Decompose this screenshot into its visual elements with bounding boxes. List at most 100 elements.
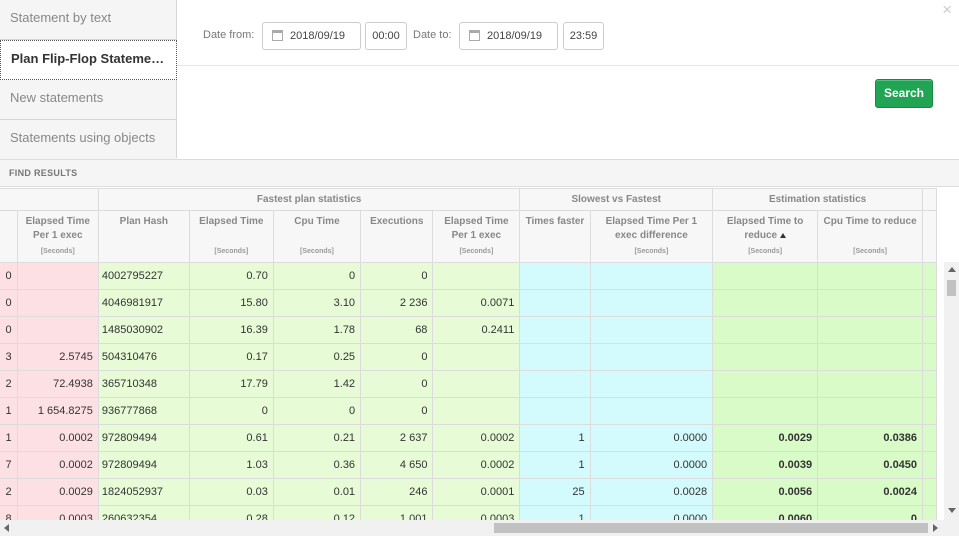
column-elapsed-per-exec-slow-cell [16,262,99,290]
column-elapsed-per-exec-fast-cell: 0.0002 [432,451,521,479]
column-elapsed-time-header[interactable]: Elapsed Time [Seconds] [188,210,274,263]
table-row[interactable]: 0 4046981917 15.80 3.10 2 236 0.0071 [0,289,937,317]
overflow-cell [922,478,937,506]
table-row[interactable]: 0 4002795227 0.70 0 0 [0,262,937,290]
date-from-label: Date from: [203,29,255,41]
table-row[interactable]: 8 0.0003 260632354 0.28 0.12 1 001 0.0003 1 0.00… [0,505,937,520]
column-plan-hash-header[interactable]: Plan Hash [97,210,190,263]
group-header-overflow [922,188,937,211]
scroll-up-icon[interactable] [948,267,956,272]
column-executions-cell: 0 [360,397,434,425]
column-elapsed-per-exec-fast-cell: 0.0003 [432,505,521,520]
column-header-label: Plan Hash [119,216,169,227]
column-elapsed-per-exec-difference-cell [589,262,714,290]
column-executions-header[interactable]: Executions [360,210,434,263]
column-plan-hash-cell: 936777868 [97,397,190,425]
close-icon[interactable]: × [942,0,952,19]
table-row[interactable]: 3 2.5745 504310476 0.17 0.25 0 [0,343,937,371]
column-plan-hash-cell: 4046981917 [97,289,190,317]
table-row[interactable]: 2 0.0029 1824052937 0.03 0.01 246 0.0001 25 0.00… [0,478,937,506]
column-elapsed-per-exec-slow-header[interactable]: Elapsed Time Per 1 exec [Seconds] [16,210,99,263]
column-unit-label: [Seconds] [40,248,75,255]
sort-ascending-icon[interactable] [779,232,786,238]
menu-item-new-statements[interactable]: New statements [0,80,176,120]
date-to-field[interactable]: 2018/09/19 [459,22,558,50]
column-plan-hash-cell: 504310476 [97,343,190,371]
column-elapsed-time-to-reduce-cell [712,316,819,344]
form-divider [177,65,959,66]
overflow-cell [922,343,937,371]
scroll-down-icon[interactable] [948,508,956,513]
vertical-scrollbar[interactable] [944,262,959,520]
column-elapsed-time-to-reduce-cell [712,397,819,425]
date-to-label: Date to: [413,29,452,41]
column-executions-cell: 4 650 [360,451,434,479]
column-executions-cell: 1 001 [360,505,434,520]
date-from-field[interactable]: 2018/09/19 [262,22,361,50]
left-menu: Statement by text Plan Flip-Flop Stateme… [0,0,177,160]
column-elapsed-per-exec-fast-header[interactable]: Elapsed Time Per 1 exec [Seconds] [432,210,521,263]
column-elapsed-time-cell: 1.03 [188,451,274,479]
column-prev-header[interactable] [0,210,18,263]
column-elapsed-per-exec-slow-cell: 0.0002 [16,424,99,452]
column-unit-label: [Seconds] [748,248,783,255]
column-cpu-time-to-reduce-cell [817,262,924,290]
column-executions-cell: 246 [360,478,434,506]
column-executions-cell: 0 [360,343,434,371]
column-elapsed-time-cell: 16.39 [188,316,274,344]
column-elapsed-per-exec-fast-cell [432,370,521,398]
column-cpu-time-cell: 3.10 [272,289,362,317]
column-elapsed-per-exec-fast-cell [432,397,521,425]
column-times-faster-cell: 1 [519,424,591,452]
column-header-label: Times faster [525,216,585,227]
table-row[interactable]: 1 0.0002 972809494 0.61 0.21 2 637 0.0002 1 0.00… [0,424,937,452]
table-row[interactable]: 2 72.4938 365710348 17.79 1.42 0 [0,370,937,398]
menu-item-plan-flip-flop[interactable]: Plan Flip-Flop Stateme… [0,40,177,80]
column-elapsed-per-exec-slow-cell: 0.0002 [16,451,99,479]
column-elapsed-time-to-reduce-header[interactable]: Elapsed Time to reduce [Seconds] [712,210,819,263]
scroll-left-icon[interactable] [4,524,9,532]
column-cpu-time-cell: 0.01 [272,478,362,506]
column-elapsed-per-exec-difference-cell [589,289,714,317]
column-cpu-time-to-reduce-cell: 0.0024 [817,478,924,506]
column-header-label: Elapsed Time Per 1 exec [444,216,509,241]
menu-item-statement-by-text[interactable]: Statement by text [0,0,176,40]
column-unit-label: [Seconds] [634,248,669,255]
column-cpu-time-header[interactable]: Cpu Time [Seconds] [272,210,362,263]
column-times-faster-header[interactable]: Times faster [519,210,591,263]
menu-item-statements-using-objects[interactable]: Statements using objects [0,120,176,160]
column-executions-cell: 2 236 [360,289,434,317]
horizontal-scrollbar[interactable] [0,520,944,536]
column-unit-label: [Seconds] [214,248,249,255]
column-cpu-time-cell: 0.12 [272,505,362,520]
column-elapsed-per-exec-difference-cell [589,343,714,371]
column-prev-cell: 0 [0,262,18,290]
results-grid: Fastest plan statistics Slowest vs Faste… [0,188,944,520]
time-from-value: 00:00 [372,30,400,42]
column-prev-cell: 1 [0,397,18,425]
column-elapsed-per-exec-difference-header[interactable]: Elapsed Time Per 1 exec difference [Secon… [589,210,714,263]
column-prev-cell: 2 [0,370,18,398]
column-prev-cell: 2 [0,478,18,506]
time-from-field[interactable]: 00:00 [365,22,407,50]
column-plan-hash-cell: 365710348 [97,370,190,398]
column-prev-cell: 3 [0,343,18,371]
column-unit-label: [Seconds] [459,248,494,255]
horizontal-scroll-thumb[interactable] [494,523,928,533]
vertical-scroll-thumb[interactable] [947,280,956,296]
column-executions-cell: 68 [360,316,434,344]
table-row[interactable]: 7 0.0002 972809494 1.03 0.36 4 650 0.0002 1 0.00… [0,451,937,479]
column-elapsed-time-to-reduce-cell: 0.0039 [712,451,819,479]
scroll-right-icon[interactable] [933,524,938,532]
column-elapsed-time-cell: 0.70 [188,262,274,290]
table-row[interactable]: 0 1485030902 16.39 1.78 68 0.2411 [0,316,937,344]
search-button[interactable]: Search [875,79,933,108]
column-header-label: Cpu Time [294,216,340,227]
column-elapsed-time-cell: 0 [188,397,274,425]
column-executions-cell: 0 [360,370,434,398]
column-cpu-time-cell: 0.21 [272,424,362,452]
column-cpu-time-to-reduce-header[interactable]: Cpu Time to reduce [Seconds] [817,210,924,263]
column-header-label: Executions [370,216,424,227]
time-to-field[interactable]: 23:59 [563,22,604,50]
